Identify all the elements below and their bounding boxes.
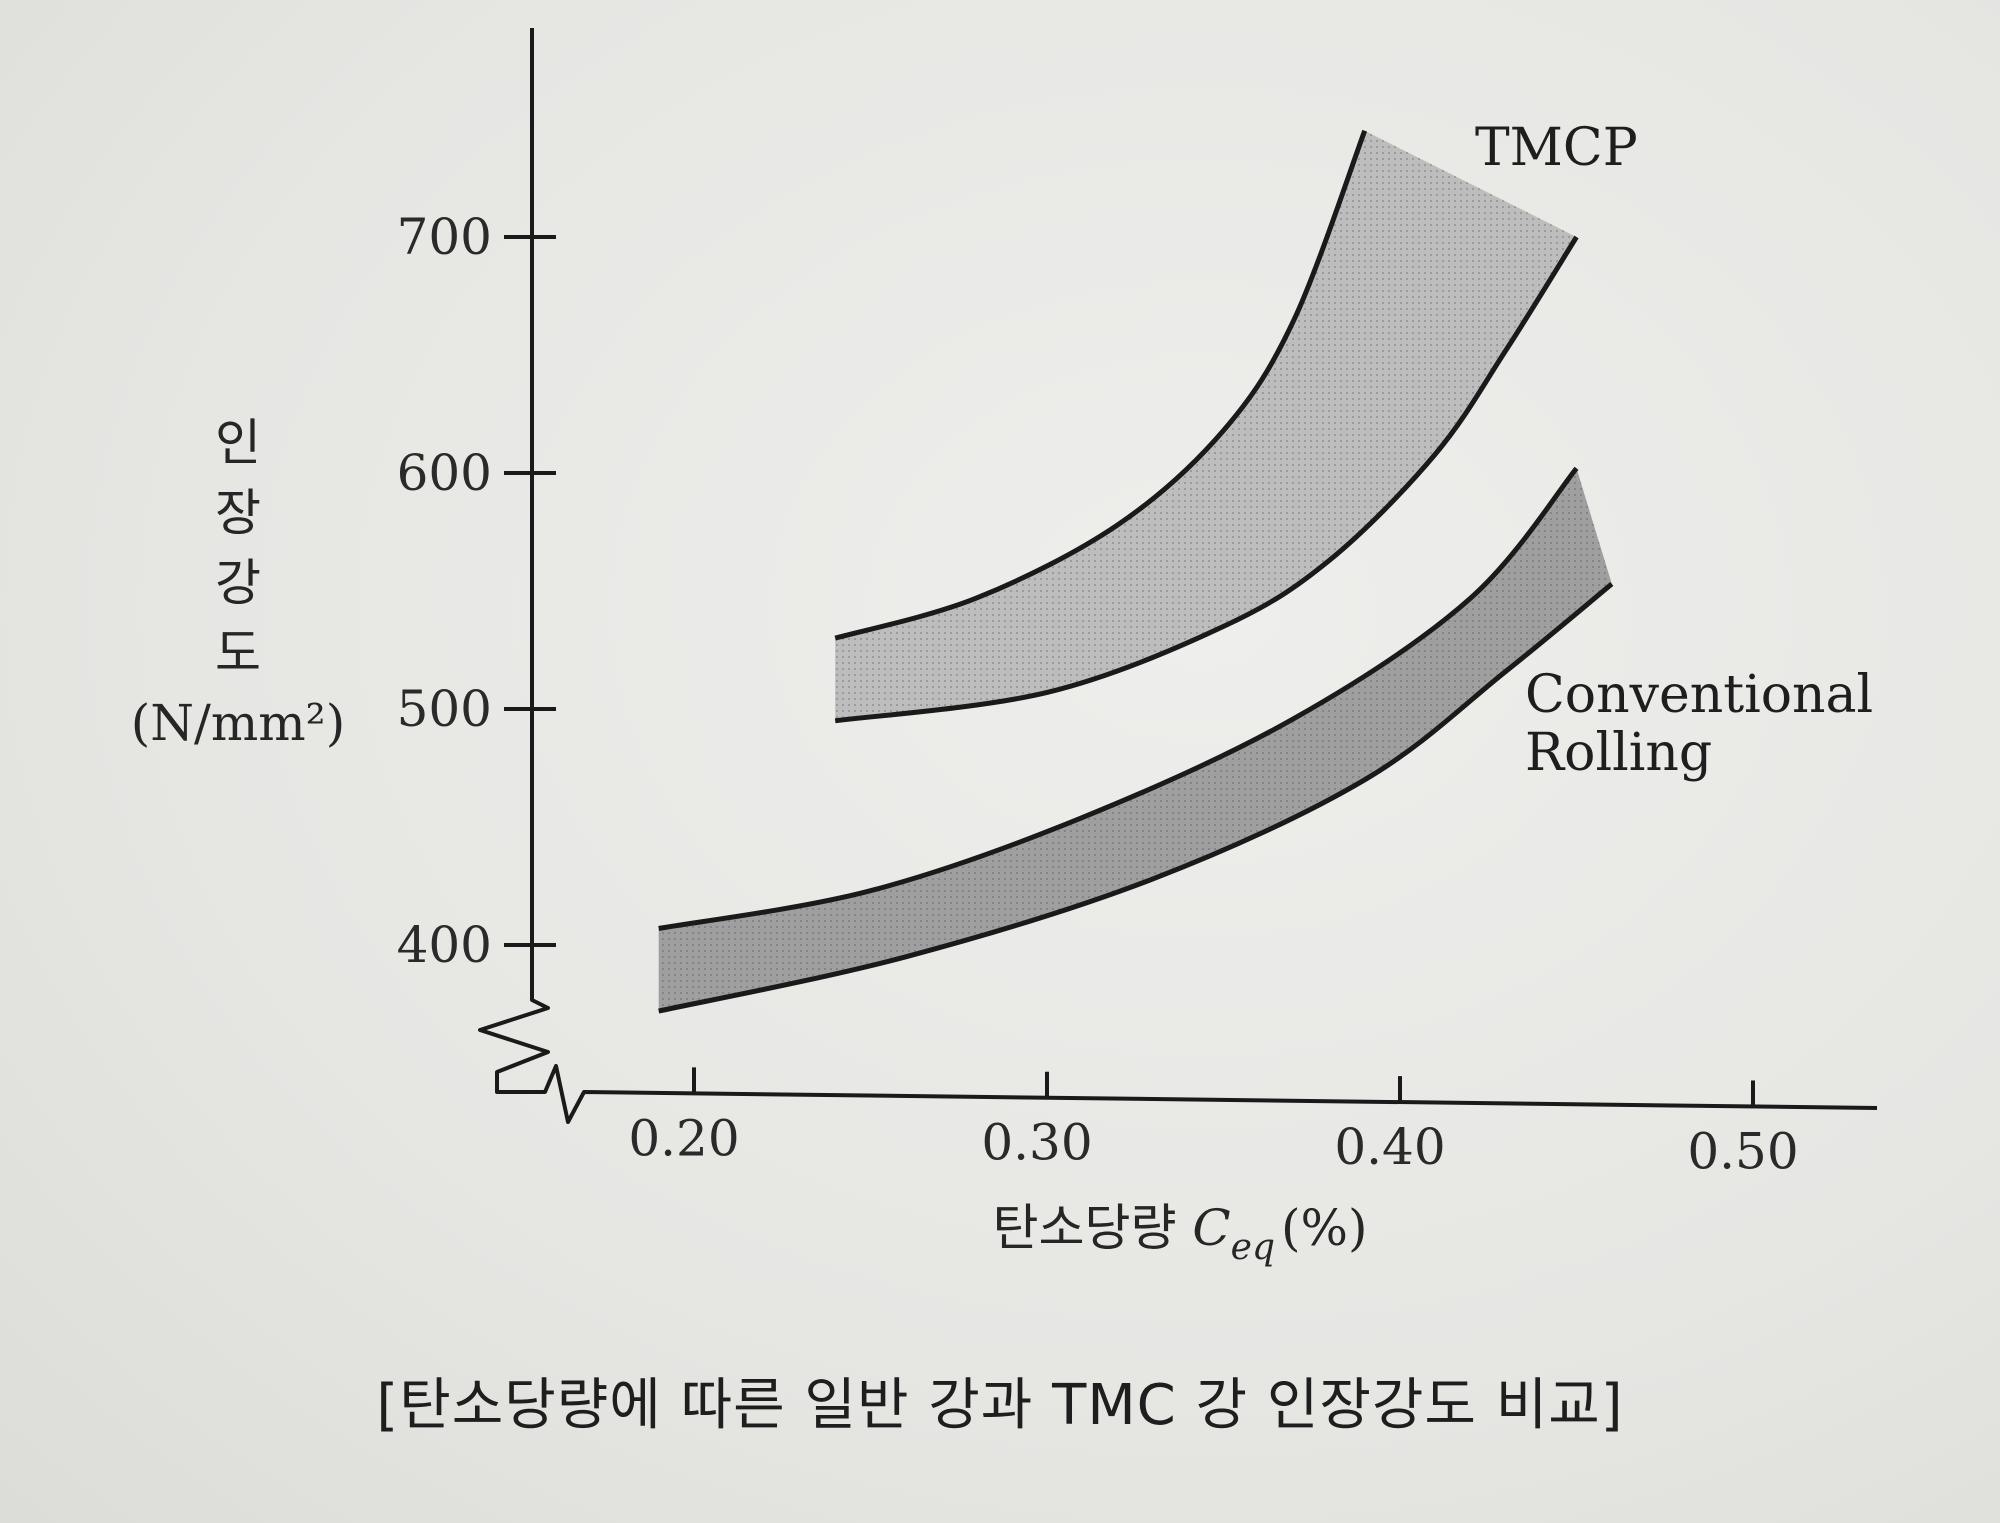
- x-axis-title-text: 탄소당량: [992, 1199, 1192, 1257]
- band-upper-line-tmcp: [834, 129, 1368, 641]
- y-tick-label: 500: [397, 680, 492, 738]
- legend-labels: TMCP Conventional Rolling: [1475, 118, 1873, 783]
- y-axis-title-line: (N/mm²): [131, 694, 345, 752]
- series-label-line: Conventional: [1525, 665, 1873, 725]
- figure-caption: [탄소당량에 따른 일반 강과 TMC 강 인장강도 비교]: [376, 1373, 1624, 1438]
- y-axis-line: [478, 28, 1878, 1124]
- y-tick-group: 400 500 600 700: [397, 208, 556, 974]
- y-axis-title: 인장강도 (N/mm²): [131, 414, 345, 752]
- x-tick-group: 0.20 0.30 0.40 0.50: [628, 1067, 1799, 1180]
- series-label-line: Rolling: [1525, 723, 1712, 783]
- x-tick-label: 0.40: [1334, 1118, 1445, 1176]
- x-tick-label: 0.20: [628, 1109, 739, 1167]
- x-axis-title-unit: (%): [1281, 1199, 1368, 1257]
- y-tick-label: 400: [397, 916, 492, 974]
- series-label-tmcp: TMCP: [1475, 118, 1638, 178]
- band-group: [658, 129, 1614, 1014]
- band-upper-line-conventional-rolling: [658, 466, 1579, 931]
- y-tick-label: 700: [397, 208, 492, 266]
- x-tick-label: 0.50: [1687, 1122, 1798, 1180]
- band-lower-line-conventional-rolling: [658, 581, 1614, 1014]
- x-axis-title: 탄소당량 Ceq (%): [992, 1199, 1367, 1268]
- y-axis-title-line: 강: [215, 554, 261, 612]
- y-axis-title-line: 장: [215, 484, 261, 542]
- y-axis-title-line: 인: [215, 414, 261, 472]
- x-tick-label: 0.30: [981, 1114, 1092, 1172]
- band-texture-tmcp: [835, 130, 1577, 721]
- series-label-conventional-rolling: Conventional Rolling: [1525, 665, 1873, 783]
- band-lower-line-tmcp: [834, 235, 1579, 724]
- x-axis-title-subscript: eq: [1231, 1227, 1275, 1268]
- y-axis-title-line: 도: [215, 624, 261, 682]
- y-tick-label: 600: [397, 444, 492, 502]
- x-axis-title-symbol: C: [1192, 1199, 1230, 1257]
